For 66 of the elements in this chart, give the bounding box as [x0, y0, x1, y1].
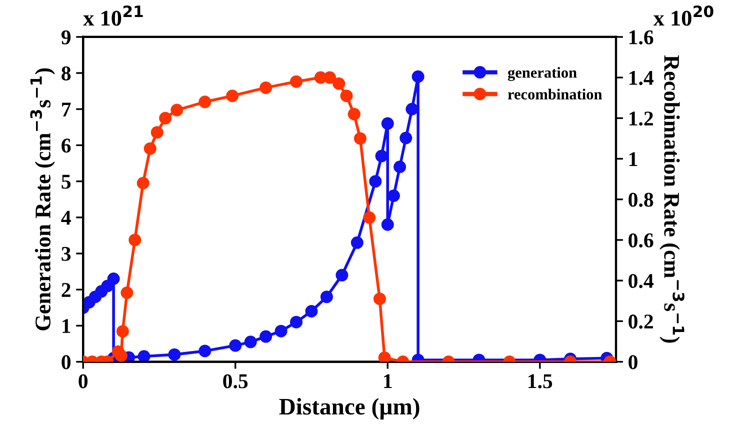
- point: [354, 132, 366, 145]
- text: x 10$^{21}$: [83, 5, 143, 26]
- y2-tick-label: 0.2: [628, 314, 653, 329]
- y-tick-label: 9: [61, 30, 71, 44]
- point: [381, 117, 394, 130]
- y2-tick-label: 0.8: [628, 192, 654, 207]
- point: [260, 81, 272, 94]
- point: [150, 126, 164, 139]
- x-tick-label: 0: [78, 374, 88, 388]
- y2-tick-label: 1.4: [629, 71, 654, 86]
- legend-label: recombination: [508, 88, 602, 100]
- point: [290, 316, 303, 328]
- x-tick-label: 1.5: [528, 374, 552, 388]
- y2-axis-title: Recobimation Rate (cm$^{−3}$s$^{−1}$): [660, 55, 684, 343]
- y-tick-label: 5: [62, 174, 71, 189]
- point: [226, 90, 239, 102]
- y2-tick-label: 0: [628, 355, 638, 370]
- x-tick-label: 1: [384, 374, 392, 388]
- x-tick-label: 0.5: [223, 374, 248, 388]
- point: [350, 236, 364, 249]
- point: [394, 160, 406, 174]
- point: [198, 96, 212, 108]
- point: [340, 90, 353, 102]
- text: x 10$^{20}$: [653, 5, 714, 26]
- y2-tick-label: 1.6: [629, 30, 654, 44]
- point: [412, 70, 424, 83]
- y2-tick-label: 1.2: [629, 112, 653, 126]
- point: [159, 112, 172, 124]
- point: [229, 339, 242, 352]
- y-tick-label: 0: [62, 355, 71, 370]
- point: [400, 132, 412, 144]
- point: [170, 104, 184, 116]
- point: [363, 211, 376, 224]
- y2-tick-label: 0.4: [628, 274, 654, 288]
- point: [305, 305, 318, 318]
- y-tick-label: 7: [62, 102, 71, 116]
- point: [369, 175, 382, 188]
- y-tick-label: 3: [62, 246, 71, 261]
- point: [260, 330, 272, 343]
- point: [381, 218, 394, 231]
- y2-tick-label: 1: [629, 152, 638, 166]
- y2-tick-label: 0.6: [628, 233, 654, 248]
- y-tick-label: 4: [61, 210, 71, 225]
- point: [144, 142, 156, 155]
- y-tick-label: 8: [62, 66, 71, 80]
- y-axis-title: Generation Rate (cm$^{−3}$s$^{−1}$): [30, 68, 55, 330]
- point: [406, 102, 418, 116]
- x-axis-title: Distance (µm): [279, 398, 420, 420]
- point: [198, 344, 212, 358]
- y-tick-label: 2: [62, 283, 70, 297]
- point: [324, 71, 336, 84]
- y-tick-label: 1: [62, 319, 70, 333]
- point: [348, 108, 360, 120]
- point: [138, 350, 150, 362]
- point: [375, 150, 388, 162]
- point: [336, 268, 348, 282]
- point: [290, 75, 303, 88]
- point: [332, 77, 346, 90]
- point: [136, 176, 150, 190]
- point: [244, 336, 257, 348]
- y-tick-label: 6: [62, 138, 71, 153]
- legend-label: generation: [508, 67, 577, 81]
- point: [168, 348, 181, 361]
- point: [107, 272, 120, 286]
- point: [274, 324, 288, 338]
- point: [320, 290, 333, 304]
